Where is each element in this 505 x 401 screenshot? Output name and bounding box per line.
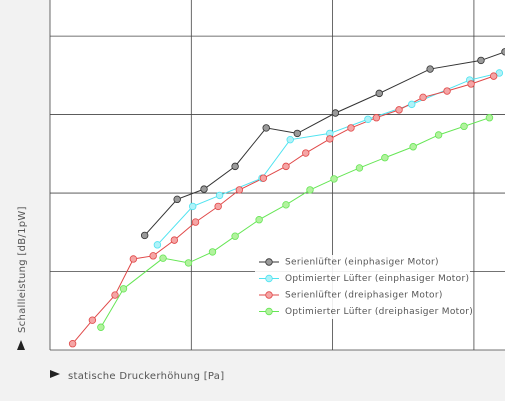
data-point: [489, 72, 498, 80]
legend-label: Serienlüfter (dreiphasiger Motor): [285, 291, 443, 301]
data-point: [140, 231, 149, 240]
legend-marker: [265, 307, 273, 316]
series-line: [100, 117, 490, 328]
data-point: [381, 154, 389, 162]
data-point: [88, 316, 97, 324]
data-point: [347, 124, 355, 132]
data-point: [467, 80, 475, 88]
data-point: [330, 175, 338, 183]
data-point: [364, 115, 372, 123]
data-point: [426, 65, 434, 73]
data-point: [495, 69, 504, 77]
data-point: [170, 236, 179, 244]
data-point: [173, 195, 181, 204]
data-point: [477, 56, 485, 65]
data-point: [255, 216, 263, 224]
legend-marker: [265, 274, 273, 283]
legend-label: Serienlüfter (einphasiger Motor): [285, 258, 439, 268]
data-point: [419, 93, 427, 102]
data-point: [153, 241, 162, 249]
data-point: [501, 48, 505, 56]
data-point: [355, 164, 364, 172]
data-point: [326, 135, 334, 143]
data-point: [111, 291, 119, 299]
data-point: [409, 143, 417, 151]
data-point: [395, 106, 403, 114]
data-point: [149, 252, 157, 260]
data-point: [286, 135, 294, 144]
data-point: [231, 162, 239, 171]
data-point: [408, 100, 416, 109]
data-point: [293, 129, 301, 138]
y-axis-arrow: [17, 340, 25, 350]
data-point: [372, 114, 381, 122]
data-point: [231, 232, 239, 240]
legend-label: Optimierter Lüfter (einphasiger Motor): [285, 274, 469, 284]
data-point: [97, 323, 105, 331]
data-point: [191, 218, 200, 226]
data-point: [159, 254, 167, 262]
legend-label: Optimierter Lüfter (dreiphasiger Motor): [285, 307, 473, 317]
data-point: [259, 174, 268, 182]
x-axis-label: statische Druckerhöhung [Pa]: [68, 371, 224, 382]
data-point: [443, 87, 451, 95]
data-point: [375, 89, 383, 98]
data-point: [262, 124, 270, 132]
data-point: [302, 149, 310, 157]
data-point: [214, 202, 222, 211]
data-point: [184, 259, 193, 267]
data-point: [331, 109, 340, 117]
data-point: [485, 114, 494, 122]
data-point: [189, 202, 197, 211]
data-point: [282, 162, 290, 171]
x-axis-arrow: [50, 370, 60, 378]
data-point: [306, 186, 314, 194]
data-point: [282, 201, 290, 209]
data-point: [235, 186, 244, 194]
data-point: [434, 131, 443, 139]
data-point: [200, 185, 208, 193]
data-point: [460, 122, 468, 131]
data-point: [208, 248, 217, 256]
data-point: [68, 340, 77, 348]
legend-marker: [265, 291, 273, 299]
legend-marker: [265, 258, 273, 266]
data-point: [215, 191, 224, 200]
y-axis-label: Schallleistung [dB/1pW]: [17, 206, 28, 333]
data-point: [129, 255, 138, 263]
legend-box: [255, 255, 470, 319]
data-point: [119, 285, 128, 293]
